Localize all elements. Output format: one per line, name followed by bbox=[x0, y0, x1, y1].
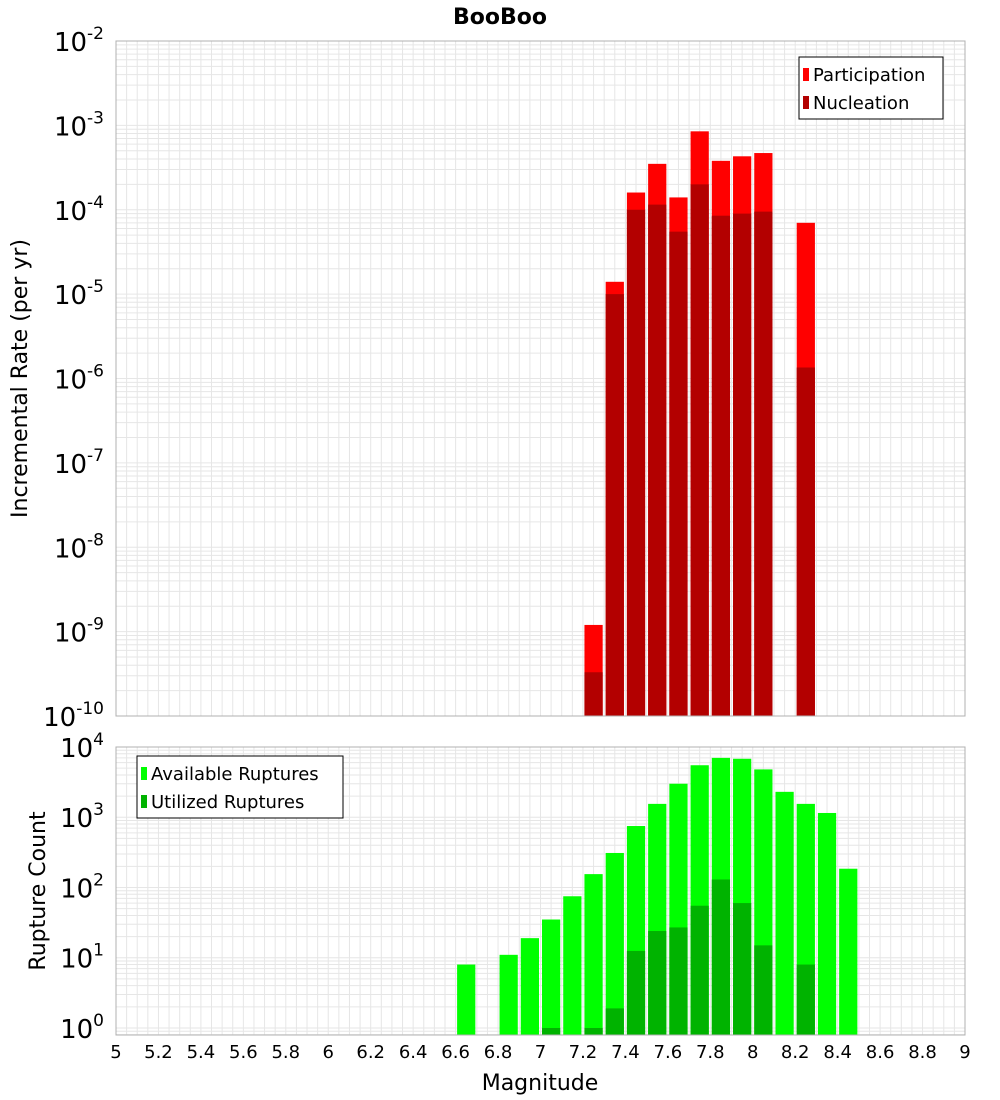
bar-available bbox=[520, 938, 539, 1035]
y-tick-label: 10-10 bbox=[43, 699, 104, 733]
y-axis-label: Rupture Count bbox=[26, 811, 51, 971]
x-tick-label: 5.8 bbox=[271, 1042, 300, 1063]
bar-available bbox=[839, 868, 858, 1035]
y-tick-label: 104 bbox=[60, 730, 104, 764]
x-tick-label: 7.8 bbox=[696, 1042, 725, 1063]
rupture-count-plot: 100 101 102 103 104 Rupture Count Available Ru… bbox=[26, 730, 966, 1045]
rate-plot: 10-2 10-3 10-4 10-5 10-6 10-7 10-8 10-9 10-10 Inc… bbox=[8, 24, 966, 733]
x-tick-label: 8.8 bbox=[908, 1042, 937, 1063]
x-tick-label: 5 bbox=[110, 1042, 121, 1063]
y-tick-label: 102 bbox=[60, 870, 104, 904]
y-tick-label: 10-9 bbox=[54, 615, 104, 649]
bar-available bbox=[542, 919, 561, 1035]
bar-utilized bbox=[754, 945, 773, 1035]
bar-utilized bbox=[733, 903, 752, 1035]
bar-nucleation bbox=[626, 209, 646, 716]
bar-utilized bbox=[648, 931, 667, 1035]
bar-nucleation bbox=[754, 211, 773, 716]
x-tick-label: 5.2 bbox=[144, 1042, 173, 1063]
x-tick-label: 8 bbox=[747, 1042, 758, 1063]
bar-nucleation bbox=[733, 213, 752, 717]
bar-utilized bbox=[669, 927, 688, 1035]
x-tick-label: 5.6 bbox=[229, 1042, 258, 1063]
y-axis-label: Incremental Rate (per yr) bbox=[8, 239, 33, 518]
x-axis: 5 5.2 5.4 5.6 5.8 6 6.2 6.4 6.6 6.8 7 7.2 7.4 7.6 7.8 8… bbox=[110, 1042, 970, 1063]
x-tick-label: 6.6 bbox=[441, 1042, 470, 1063]
x-axis-label: Magnitude bbox=[482, 1071, 599, 1096]
y-tick-label: 10-6 bbox=[54, 362, 104, 396]
x-tick-label: 8.6 bbox=[866, 1042, 895, 1063]
bar-utilized bbox=[796, 964, 815, 1035]
y-tick-label: 10-4 bbox=[54, 193, 104, 227]
bar-utilized bbox=[690, 905, 709, 1035]
legend-box bbox=[136, 755, 344, 819]
y-tick-label: 100 bbox=[60, 1011, 104, 1045]
y-tick-label: 10-2 bbox=[54, 24, 104, 58]
legend-swatch bbox=[141, 767, 147, 780]
chart-title: BooBoo bbox=[453, 5, 547, 30]
bar-utilized bbox=[711, 879, 731, 1035]
bar-available bbox=[584, 874, 603, 1035]
bar-available bbox=[457, 964, 476, 1035]
bar-available bbox=[499, 954, 518, 1035]
bar-nucleation bbox=[796, 367, 815, 716]
y-tick-label: 10-3 bbox=[54, 108, 104, 142]
legend-swatch bbox=[803, 96, 809, 109]
bar-available bbox=[817, 812, 837, 1035]
x-tick-label: 6.8 bbox=[484, 1042, 513, 1063]
x-tick-label: 7.6 bbox=[654, 1042, 683, 1063]
y-tick-label: 10-7 bbox=[54, 446, 104, 480]
legend-label: Available Ruptures bbox=[151, 764, 319, 785]
x-tick-label: 5.4 bbox=[187, 1042, 216, 1063]
legend-swatch bbox=[141, 795, 147, 808]
legend-swatch bbox=[803, 68, 809, 81]
x-tick-label: 7 bbox=[535, 1042, 546, 1063]
bar-nucleation bbox=[711, 215, 731, 717]
plot-frame bbox=[115, 40, 966, 717]
bar-utilized bbox=[584, 1027, 603, 1035]
bar-nucleation bbox=[605, 294, 624, 716]
legend-label: Participation bbox=[813, 65, 925, 86]
x-tick-label: 7.2 bbox=[569, 1042, 598, 1063]
bar-nucleation bbox=[669, 231, 688, 716]
bar-utilized bbox=[626, 950, 646, 1035]
bar-available bbox=[605, 852, 624, 1035]
plot-frame bbox=[115, 746, 966, 1036]
x-tick-label: 6.4 bbox=[399, 1042, 428, 1063]
x-tick-label: 8.2 bbox=[781, 1042, 810, 1063]
x-tick-label: 6.2 bbox=[356, 1042, 385, 1063]
y-tick-label: 10-8 bbox=[54, 530, 104, 564]
legend-label: Utilized Ruptures bbox=[151, 792, 304, 813]
bar-available bbox=[775, 791, 794, 1035]
bar-nucleation bbox=[584, 672, 603, 716]
y-tick-label: 101 bbox=[60, 941, 104, 975]
legend-box bbox=[798, 56, 944, 120]
x-tick-label: 7.4 bbox=[611, 1042, 640, 1063]
x-tick-label: 9 bbox=[959, 1042, 970, 1063]
y-tick-label: 103 bbox=[60, 800, 104, 834]
bar-utilized bbox=[605, 1008, 624, 1035]
y-tick-label: 10-5 bbox=[54, 277, 104, 311]
legend-label: Nucleation bbox=[813, 93, 909, 114]
bar-utilized bbox=[542, 1027, 561, 1035]
x-tick-label: 6 bbox=[323, 1042, 334, 1063]
bar-nucleation bbox=[648, 204, 667, 717]
x-tick-label: 8.4 bbox=[823, 1042, 852, 1063]
bar-available bbox=[563, 896, 582, 1035]
bar-nucleation bbox=[690, 184, 709, 717]
